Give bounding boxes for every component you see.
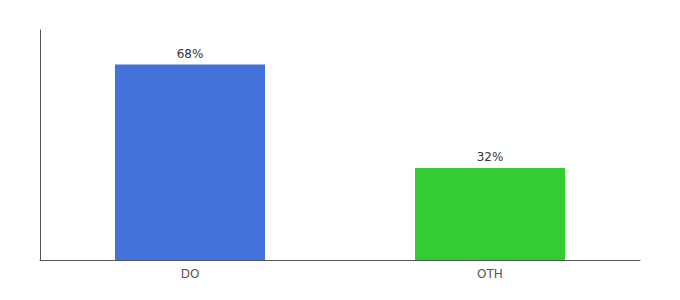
svg-text:68%: 68% <box>177 47 204 61</box>
svg-text:32%: 32% <box>477 150 504 164</box>
svg-text:DO: DO <box>181 267 200 281</box>
svg-text:OTH: OTH <box>477 267 503 281</box>
